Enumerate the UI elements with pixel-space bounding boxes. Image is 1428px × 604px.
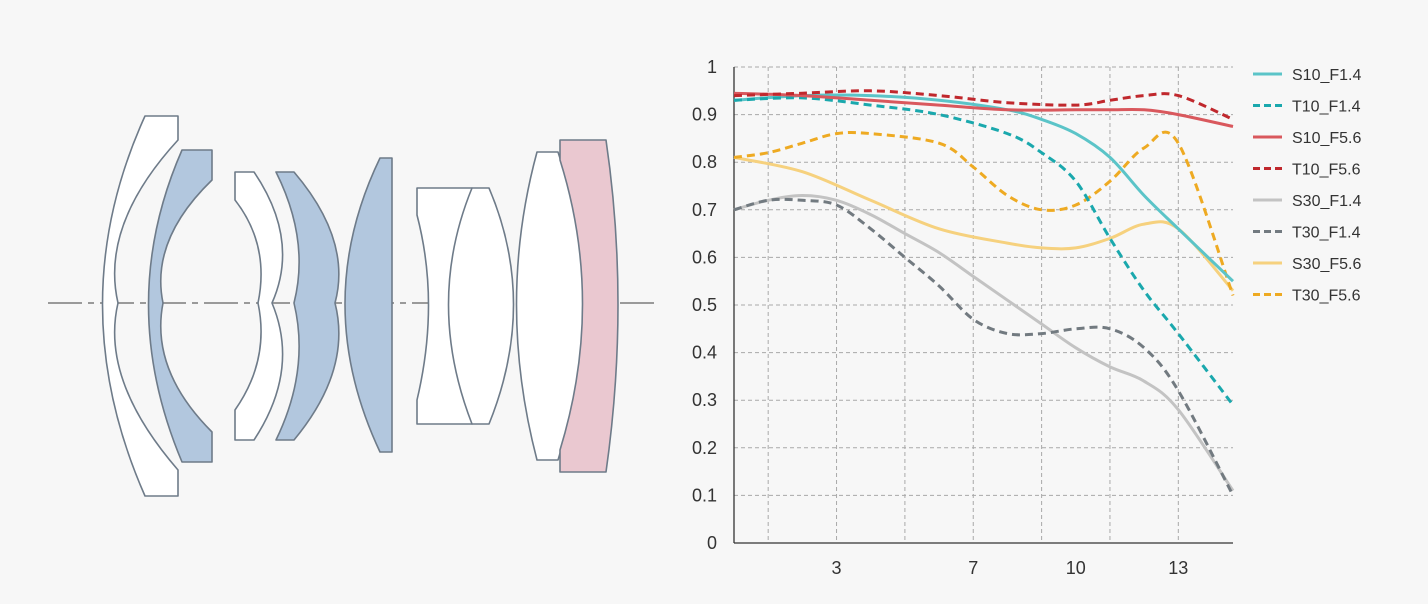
- x-tick-label: 7: [968, 558, 978, 578]
- series-line-t30-f1-4: [733, 197, 1235, 497]
- legend-label: S10_F5.6: [1292, 130, 1361, 147]
- lens-element-7: [447, 187, 515, 425]
- y-tick-label: 1: [707, 57, 717, 77]
- lens-element-3: [234, 171, 284, 441]
- lens-diagram: [48, 115, 655, 497]
- y-tick-label: 0.4: [692, 343, 717, 363]
- y-tick-label: 0.8: [692, 152, 717, 172]
- series-line-t10-f1-4: [733, 96, 1235, 406]
- series-line-s10-f1-4: [733, 93, 1235, 283]
- y-tick-labels: 0 0.1 0.2 0.3 0.4 0.5 0.6 0.7 0.8 0.9 1: [692, 57, 717, 553]
- lens-element-4: [275, 171, 340, 441]
- y-tick-label: 0.5: [692, 295, 717, 315]
- legend-label: T10_F5.6: [1292, 162, 1361, 179]
- x-tick-label: 3: [832, 558, 842, 578]
- mtf-chart: 3 7 10 13 0 0.1 0.2 0.3 0.4 0.5 0.6 0.7 0.8 0.9 1 S10…: [692, 57, 1362, 578]
- chart-axes: [733, 67, 1233, 544]
- legend-label: T30_F1.4: [1292, 225, 1361, 242]
- series-line-t10-f5-6: [733, 89, 1234, 121]
- lens-element-1: [101, 115, 179, 497]
- y-tick-label: 0.9: [692, 105, 717, 125]
- series-line-s10-f5-6: [733, 91, 1234, 128]
- chart-grid: [734, 66, 1233, 543]
- legend-label: T30_F5.6: [1292, 288, 1361, 305]
- series-line-s30-f5-6: [733, 155, 1235, 292]
- lens-element-5: [344, 157, 393, 453]
- chart-series: [733, 89, 1235, 497]
- chart-legend: S10_F1.4 T10_F1.4 S10_F5.6 T10_F5.6 S30_F1.4…: [1253, 67, 1361, 305]
- y-tick-label: 0.7: [692, 200, 717, 220]
- legend-label: T10_F1.4: [1292, 99, 1361, 116]
- legend-label: S30_F5.6: [1292, 256, 1361, 273]
- y-tick-label: 0.1: [692, 485, 717, 505]
- x-tick-label: 10: [1066, 558, 1086, 578]
- series-line-s30-f1-4: [733, 194, 1235, 492]
- y-tick-label: 0.6: [692, 247, 717, 267]
- x-tick-label: 13: [1168, 558, 1188, 578]
- lens-element-9-aspherical: [559, 139, 619, 473]
- y-tick-label: 0.2: [692, 438, 717, 458]
- y-tick-label: 0.3: [692, 390, 717, 410]
- series-line-t30-f5-6: [733, 130, 1235, 297]
- lens-element-2: [147, 149, 213, 463]
- legend-label: S30_F1.4: [1292, 193, 1361, 210]
- legend-label: S10_F1.4: [1292, 67, 1361, 84]
- x-tick-labels: 3 7 10 13: [832, 558, 1189, 578]
- y-tick-label: 0: [707, 533, 717, 553]
